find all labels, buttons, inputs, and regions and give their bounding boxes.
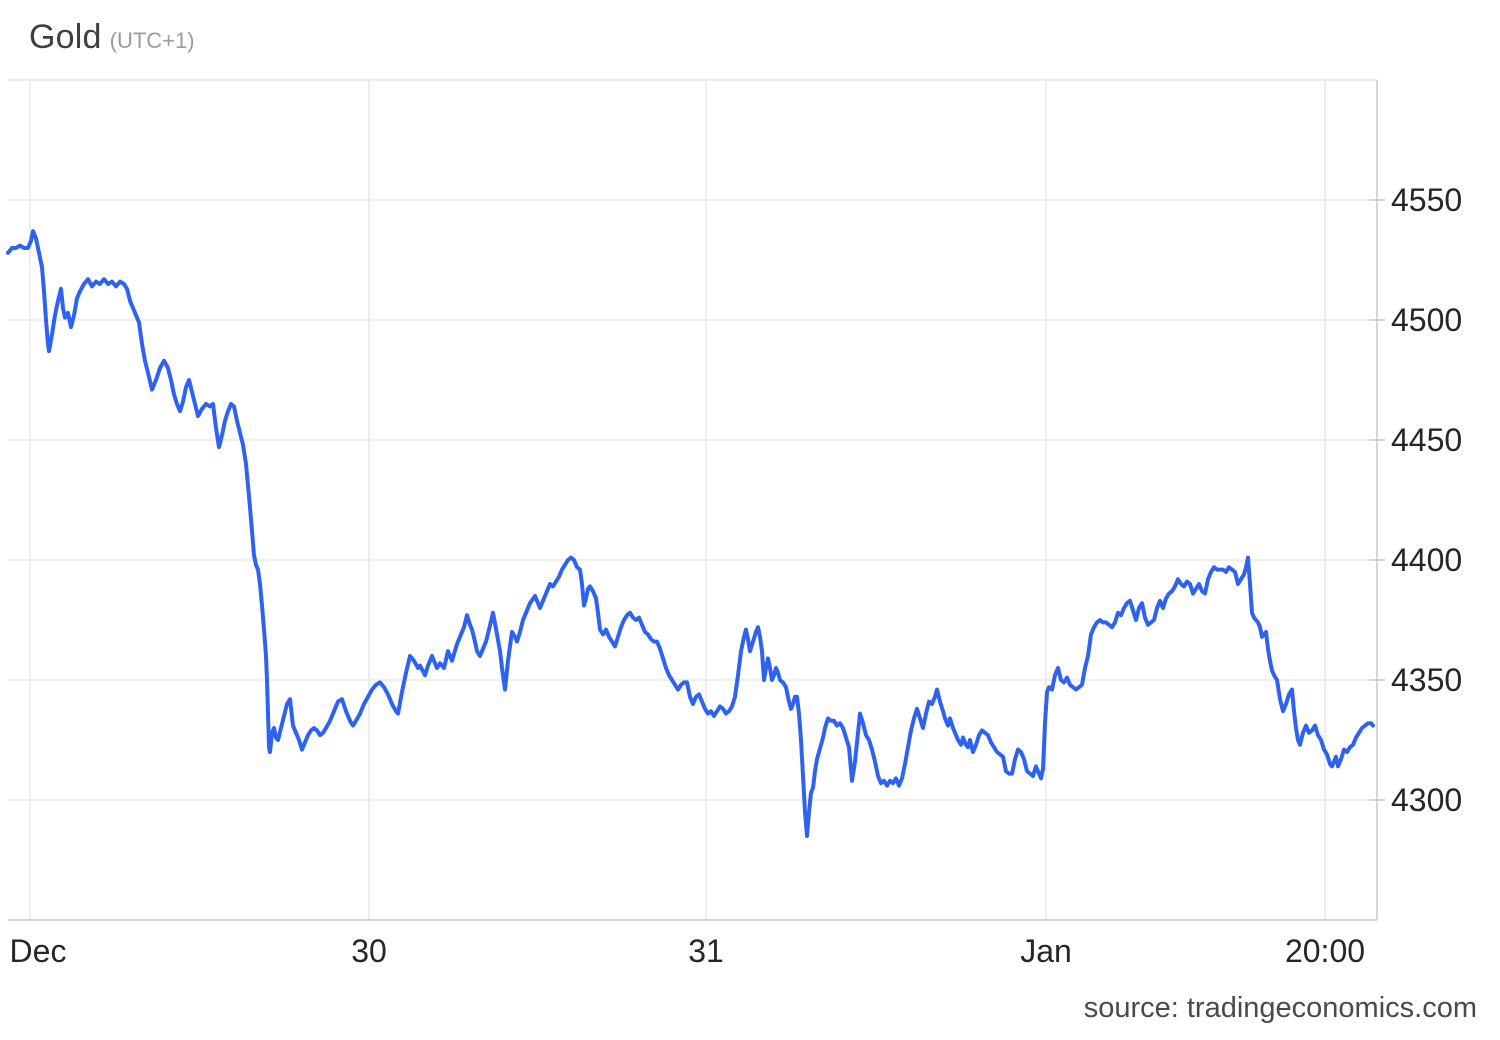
x-tick-label: 31 (688, 933, 724, 969)
chart-header: Gold (UTC+1) (29, 18, 195, 57)
x-tick-label: Dec (10, 933, 67, 969)
x-tick-label: Jan (1020, 933, 1072, 969)
price-line (6, 229, 1375, 838)
y-tick-label: 4300 (1391, 782, 1462, 818)
y-tick-label: 4350 (1391, 662, 1462, 698)
x-tick-label: 20:00 (1285, 933, 1365, 969)
source-attribution: source: tradingeconomics.com (1083, 992, 1477, 1024)
y-tick-label: 4400 (1391, 542, 1462, 578)
chart-title: Gold (29, 18, 102, 56)
chart-timezone-label: (UTC+1) (109, 28, 195, 53)
y-tick-label: 4500 (1391, 302, 1462, 338)
y-tick-label: 4550 (1391, 182, 1462, 218)
y-tick-label: 4450 (1391, 422, 1462, 458)
x-tick-label: 30 (351, 933, 387, 969)
